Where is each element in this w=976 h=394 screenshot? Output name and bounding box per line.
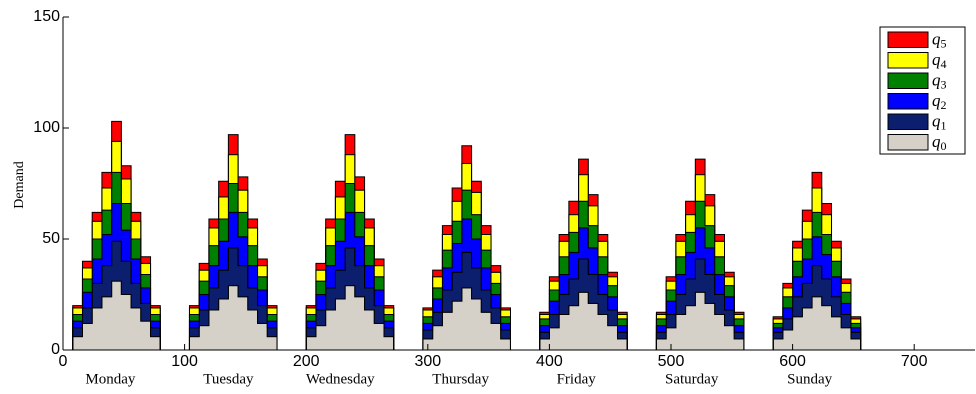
x-tick-label: 700 [901,353,928,370]
x-tick-label: 300 [414,353,441,370]
x-tick-label: 0 [59,353,68,370]
area-layer [63,120,881,351]
legend-label: q1 [932,111,947,132]
y-tick-label: 100 [33,119,60,136]
legend-label: q2 [932,91,947,112]
day-label: Sunday [787,371,833,387]
legend-swatch [887,72,929,89]
legend-swatch [887,134,929,151]
day-label: Saturday [665,371,719,387]
day-label: Monday [85,371,135,387]
legend-label: q3 [932,70,947,91]
legend-swatch [887,31,929,48]
x-tick-label: 600 [779,353,806,370]
x-tick-label: 100 [171,353,198,370]
day-label: Friday [557,371,597,387]
y-tick-label: 50 [42,230,60,247]
x-tick-label: 400 [536,353,563,370]
day-label: Tuesday [203,371,254,387]
day-label: Thursday [432,371,489,387]
legend-box [879,26,966,155]
legend-swatch [887,52,929,69]
x-tick-label: 500 [658,353,685,370]
legend-label: q4 [932,50,947,71]
y-tick-label: 150 [33,8,60,25]
legend-swatch [887,113,929,130]
legend-label: q5 [932,29,947,50]
y-tick-label: 0 [51,341,60,358]
legend-label: q0 [932,132,947,153]
day-label: Wednesday [306,371,375,387]
x-tick-label: 200 [293,353,320,370]
y-axis-label: Demand [12,161,27,208]
legend-swatch [887,93,929,110]
